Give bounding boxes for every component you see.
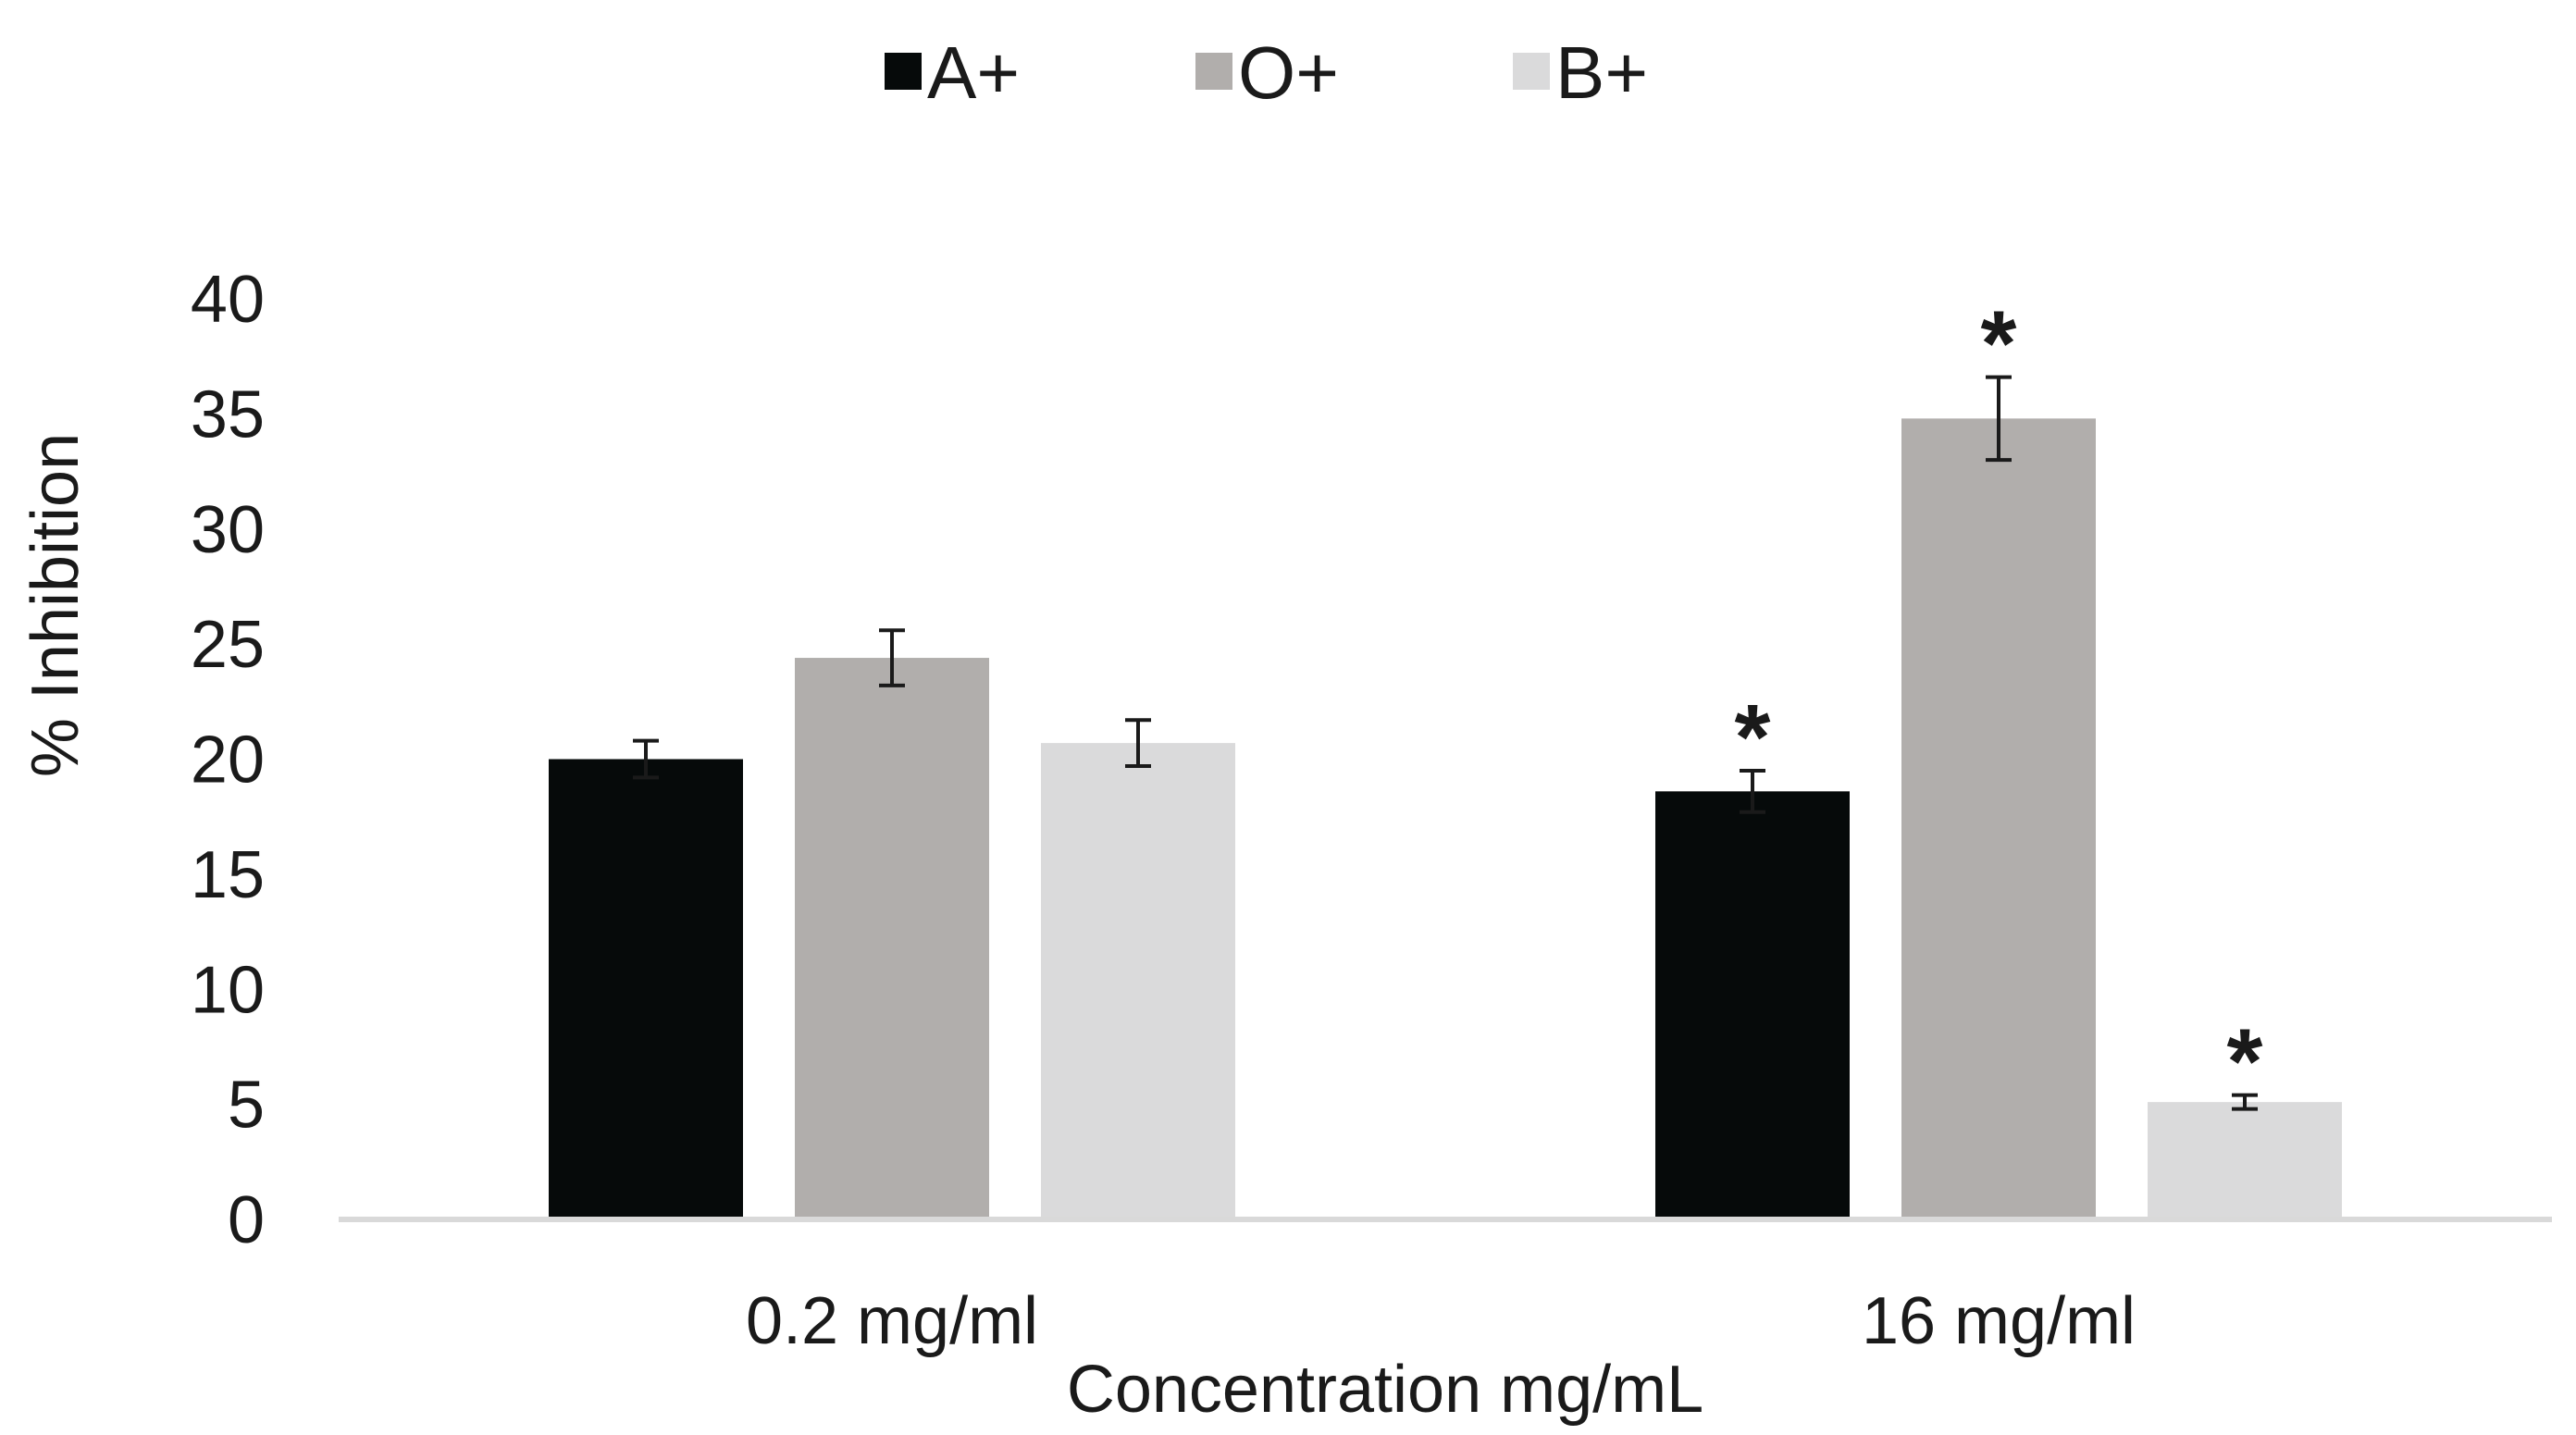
y-tick-label: 15 bbox=[191, 838, 265, 912]
y-tick-label: 0 bbox=[228, 1183, 265, 1257]
y-tick-label: 10 bbox=[191, 953, 265, 1027]
x-axis: 0.2 mg/ml 16 mg/ml bbox=[746, 1284, 2136, 1358]
legend: A+ O+ B+ bbox=[885, 31, 1648, 114]
legend-label: A+ bbox=[927, 31, 1020, 114]
y-tick-label: 5 bbox=[228, 1069, 265, 1143]
bar-apos bbox=[549, 759, 743, 1219]
error-bar bbox=[2232, 1093, 2258, 1111]
x-tick-label: 16 mg/ml bbox=[1862, 1284, 2136, 1358]
legend-item: A+ bbox=[885, 31, 1020, 114]
bar-apos bbox=[1655, 791, 1850, 1219]
significance-marker: * bbox=[2227, 1010, 2263, 1114]
x-tick-label: 0.2 mg/ml bbox=[746, 1284, 1038, 1358]
y-tick-label: 30 bbox=[191, 493, 265, 567]
legend-label: B+ bbox=[1555, 31, 1648, 114]
y-tick-label: 20 bbox=[191, 724, 265, 798]
significance-marker: * bbox=[1981, 292, 2017, 396]
y-tick-label: 25 bbox=[191, 608, 265, 682]
y-axis: 0 5 10 15 20 25 30 35 40 bbox=[191, 263, 265, 1257]
error-bar bbox=[879, 628, 905, 687]
legend-item: O+ bbox=[1195, 31, 1339, 114]
bar-opos bbox=[1901, 418, 2096, 1220]
error-bar bbox=[1125, 718, 1151, 768]
bar-bpos bbox=[1041, 743, 1235, 1219]
significance-marker: * bbox=[1735, 686, 1771, 789]
legend-swatch bbox=[885, 53, 922, 90]
legend-swatch bbox=[1513, 53, 1550, 90]
bar-bpos bbox=[2148, 1102, 2342, 1219]
error-bar bbox=[1740, 768, 1765, 814]
y-tick-label: 35 bbox=[191, 377, 265, 452]
bar-opos bbox=[795, 658, 989, 1219]
bars: * * * bbox=[549, 292, 2342, 1220]
legend-item: B+ bbox=[1513, 31, 1648, 114]
legend-swatch bbox=[1195, 53, 1232, 90]
error-bar bbox=[633, 738, 659, 780]
y-tick-label: 40 bbox=[191, 263, 265, 337]
x-axis-title: Concentration mg/mL bbox=[1067, 1353, 1703, 1427]
legend-label: O+ bbox=[1238, 31, 1339, 114]
y-axis-title: % Inhibition bbox=[19, 433, 93, 777]
error-bar bbox=[1986, 375, 2012, 463]
